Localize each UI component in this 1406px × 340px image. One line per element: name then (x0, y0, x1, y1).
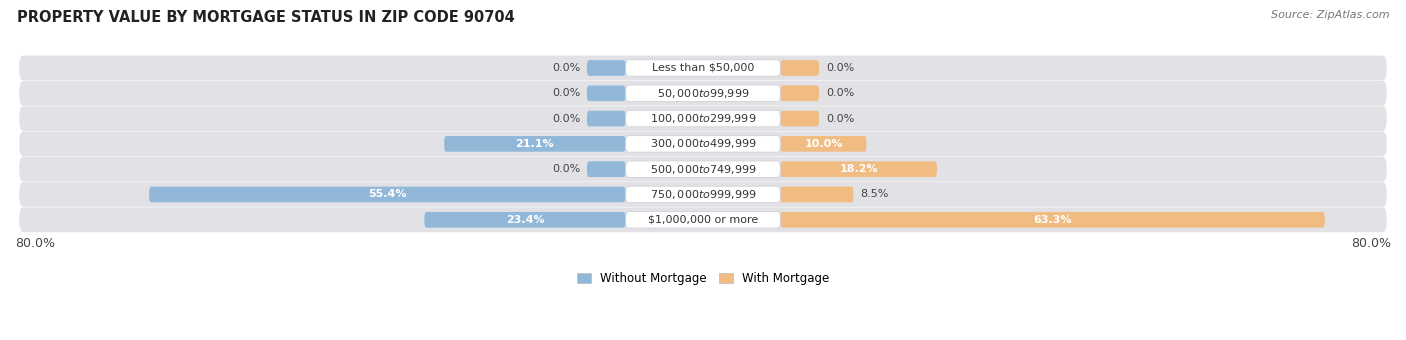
Legend: Without Mortgage, With Mortgage: Without Mortgage, With Mortgage (572, 267, 834, 290)
FancyBboxPatch shape (780, 111, 820, 126)
FancyBboxPatch shape (20, 182, 1386, 207)
FancyBboxPatch shape (780, 60, 820, 76)
FancyBboxPatch shape (780, 162, 936, 177)
Text: PROPERTY VALUE BY MORTGAGE STATUS IN ZIP CODE 90704: PROPERTY VALUE BY MORTGAGE STATUS IN ZIP… (17, 10, 515, 25)
Text: 0.0%: 0.0% (551, 114, 581, 123)
Text: 0.0%: 0.0% (551, 164, 581, 174)
Text: $750,000 to $999,999: $750,000 to $999,999 (650, 188, 756, 201)
FancyBboxPatch shape (586, 85, 626, 101)
FancyBboxPatch shape (626, 211, 780, 228)
Text: 21.1%: 21.1% (516, 139, 554, 149)
Text: 0.0%: 0.0% (825, 88, 855, 98)
FancyBboxPatch shape (586, 111, 626, 126)
FancyBboxPatch shape (626, 85, 780, 102)
FancyBboxPatch shape (20, 55, 1386, 80)
FancyBboxPatch shape (626, 136, 780, 152)
FancyBboxPatch shape (586, 60, 626, 76)
Text: 0.0%: 0.0% (825, 63, 855, 73)
FancyBboxPatch shape (20, 81, 1386, 106)
FancyBboxPatch shape (626, 60, 780, 76)
Text: 0.0%: 0.0% (551, 63, 581, 73)
Text: 23.4%: 23.4% (506, 215, 544, 225)
FancyBboxPatch shape (626, 186, 780, 203)
FancyBboxPatch shape (780, 187, 853, 202)
Text: 8.5%: 8.5% (860, 189, 889, 200)
FancyBboxPatch shape (780, 212, 1324, 228)
FancyBboxPatch shape (780, 136, 866, 152)
Text: $100,000 to $299,999: $100,000 to $299,999 (650, 112, 756, 125)
Text: 80.0%: 80.0% (15, 237, 55, 250)
Text: 80.0%: 80.0% (1351, 237, 1391, 250)
FancyBboxPatch shape (425, 212, 626, 228)
FancyBboxPatch shape (20, 207, 1386, 232)
Text: $300,000 to $499,999: $300,000 to $499,999 (650, 137, 756, 150)
FancyBboxPatch shape (586, 162, 626, 177)
FancyBboxPatch shape (626, 110, 780, 127)
Text: 63.3%: 63.3% (1033, 215, 1071, 225)
FancyBboxPatch shape (20, 132, 1386, 156)
Text: 55.4%: 55.4% (368, 189, 406, 200)
Text: $500,000 to $749,999: $500,000 to $749,999 (650, 163, 756, 176)
FancyBboxPatch shape (780, 85, 820, 101)
Text: 18.2%: 18.2% (839, 164, 877, 174)
FancyBboxPatch shape (626, 161, 780, 177)
FancyBboxPatch shape (20, 157, 1386, 182)
Text: 0.0%: 0.0% (551, 88, 581, 98)
Text: $50,000 to $99,999: $50,000 to $99,999 (657, 87, 749, 100)
Text: Source: ZipAtlas.com: Source: ZipAtlas.com (1271, 10, 1389, 20)
FancyBboxPatch shape (20, 106, 1386, 131)
FancyBboxPatch shape (149, 187, 626, 202)
Text: 0.0%: 0.0% (825, 114, 855, 123)
Text: 10.0%: 10.0% (804, 139, 842, 149)
FancyBboxPatch shape (444, 136, 626, 152)
Text: Less than $50,000: Less than $50,000 (652, 63, 754, 73)
Text: $1,000,000 or more: $1,000,000 or more (648, 215, 758, 225)
